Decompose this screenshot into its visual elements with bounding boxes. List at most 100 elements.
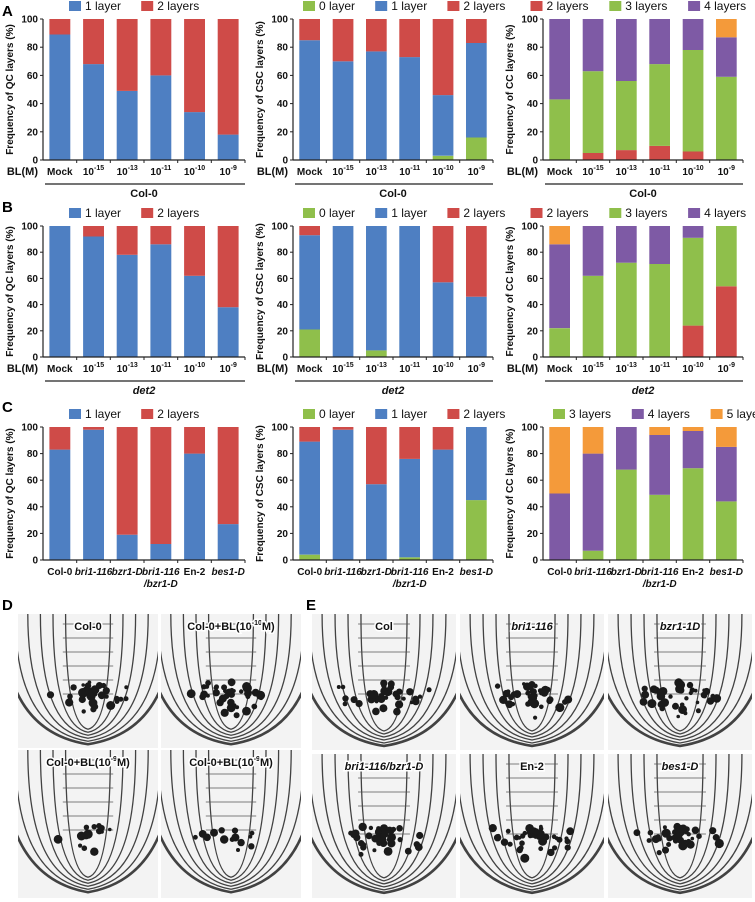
legend-swatch: [688, 208, 701, 218]
micrograph-caption: En-2: [520, 761, 544, 773]
x-tick-label: 10-9: [468, 362, 485, 375]
bar-segment: [649, 435, 670, 495]
x-tick-label: bzr1-D: [112, 567, 143, 578]
bar-segment: [217, 19, 239, 135]
y-tick-label: 0: [282, 556, 288, 567]
y-tick-label: 80: [277, 248, 289, 259]
legend-label: 4 layers: [704, 0, 746, 13]
y-tick-label: 80: [277, 449, 289, 460]
micrograph-d-2: Col-0+BL(10-10M): [161, 614, 301, 748]
y-tick-label: 60: [277, 71, 289, 82]
legend-label: 1 layer: [391, 206, 427, 220]
bar-segment: [366, 19, 387, 52]
y-tick-label: 40: [527, 300, 539, 311]
x-tick-label: 10-11: [649, 165, 670, 178]
bar-segment: [649, 494, 670, 560]
chart-c-1: 1 layer 2 layers Col-0 bri1-116 bzr1-D bri1-1…: [5, 407, 246, 590]
x-tick-label: bri1-116: [574, 567, 612, 578]
bar-segment: [582, 550, 604, 560]
bar-segment: [116, 19, 138, 91]
x-prefix-label: BL(M): [507, 363, 538, 375]
x-tick-label: 10-10: [184, 362, 205, 375]
legend-swatch: [530, 208, 543, 218]
bar-segment: [649, 64, 670, 146]
panel-letter-a: A: [2, 3, 13, 20]
x-tick-label: Col-0: [47, 567, 72, 578]
x-tick-label: bri1-116: [324, 567, 362, 578]
bar-segment: [366, 51, 387, 160]
bar-segment: [184, 19, 205, 113]
bar-segment: [582, 19, 604, 72]
bar-segment: [616, 81, 637, 151]
x-tick-label: 10-13: [366, 165, 387, 178]
x-tick-label: bri1-116/bzr1-D: [641, 567, 679, 590]
y-tick-label: 80: [527, 449, 539, 460]
group-label: det2: [133, 385, 156, 397]
bar-segment: [184, 112, 205, 160]
y-tick-label: 100: [271, 15, 288, 26]
micrograph-caption: Col-0: [74, 621, 102, 633]
bar-segment: [332, 61, 354, 160]
bar-segment: [649, 264, 670, 357]
x-tick-label: 10-13: [366, 362, 387, 375]
bar-segment: [399, 57, 420, 160]
x-tick-label: 10-10: [682, 165, 703, 178]
legend-label: 2 layers: [463, 0, 505, 13]
y-axis-label: Frequency of QC layers (%): [5, 226, 16, 357]
bar-segment: [616, 262, 637, 357]
y-tick-label: 100: [521, 15, 538, 26]
bar-segment: [682, 431, 704, 469]
legend-swatch: [710, 409, 723, 419]
group-label: det2: [382, 385, 405, 397]
legend-label: 2 layers: [157, 0, 199, 13]
legend-swatch: [447, 409, 460, 419]
legend-label: 0 layer: [319, 0, 355, 13]
bar-segment: [582, 226, 604, 276]
micrograph-caption: Col-0+BL(10-9M): [46, 756, 130, 769]
bar-segment: [49, 427, 71, 450]
y-tick-label: 100: [21, 423, 38, 434]
legend-label: 2 layers: [547, 0, 589, 13]
bar-segment: [49, 19, 71, 35]
x-tick-label: 10-9: [220, 362, 237, 375]
legend-swatch: [69, 208, 81, 218]
y-axis-label: Frequency of QC layers (%): [5, 428, 16, 559]
y-tick-label: 80: [527, 43, 539, 54]
x-tick-label: 10-10: [432, 362, 453, 375]
x-tick-label: 10-10: [432, 165, 453, 178]
y-tick-label: 100: [271, 423, 288, 434]
micrograph-e-2: bri1-116: [460, 614, 604, 750]
bar-segment: [184, 427, 205, 454]
y-tick-label: 100: [21, 222, 38, 233]
micrograph-caption: bri1-116/bzr1-D: [345, 761, 424, 773]
y-tick-label: 0: [532, 353, 538, 364]
bar-segment: [682, 226, 704, 238]
x-tick-label: bes1-D: [710, 567, 743, 578]
micrograph-e-3: bzr1-1D: [608, 614, 752, 750]
x-tick-label: 10-15: [582, 362, 603, 375]
bar-segment: [716, 427, 737, 447]
bar-segment: [150, 75, 172, 160]
bar-segment: [83, 19, 104, 65]
bar-segment: [549, 427, 570, 494]
legend: 0 layer 1 layer 2 layers: [303, 0, 505, 13]
bar-segment: [150, 427, 172, 544]
bar-segment: [649, 226, 670, 264]
legend-label: 3 layers: [625, 206, 667, 220]
x-tick-label: 10-13: [616, 165, 637, 178]
x-tick-label: Mock: [47, 364, 73, 375]
bar-segment: [150, 226, 172, 245]
x-tick-label: bri1-116/bzr1-D: [142, 567, 180, 590]
chart-b-1: 1 layer 2 layers Mock 10-15 10-13 10-11 10-10 1…: [5, 206, 246, 397]
bar-segment: [116, 254, 138, 357]
bar-segment: [83, 427, 104, 430]
bar-segment: [716, 226, 737, 287]
x-tick-label: En-2: [682, 567, 704, 578]
y-tick-label: 100: [521, 222, 538, 233]
bar-segment: [217, 427, 239, 525]
legend-swatch: [447, 208, 460, 218]
y-axis-label: Frequency of CSC layers (%): [255, 21, 266, 158]
y-tick-label: 80: [27, 248, 39, 259]
